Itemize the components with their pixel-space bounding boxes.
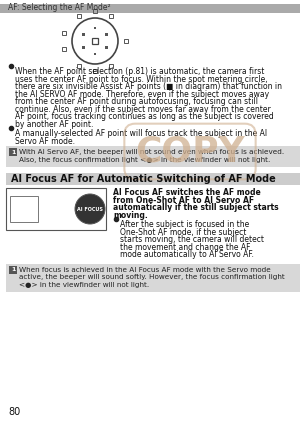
Text: automatically if the still subject starts: automatically if the still subject start… bbox=[113, 203, 279, 212]
Text: there are six invisible Assist AF points (■ in diagram) that function in: there are six invisible Assist AF points… bbox=[15, 82, 282, 91]
Bar bbox=[6, 264, 300, 292]
Bar bbox=[109, 14, 113, 18]
Bar bbox=[0, 4, 300, 13]
Bar bbox=[82, 46, 85, 49]
Text: 1: 1 bbox=[11, 267, 15, 272]
Text: starts moving, the camera will detect: starts moving, the camera will detect bbox=[120, 235, 264, 244]
Text: mode automatically to AI Servo AF.: mode automatically to AI Servo AF. bbox=[120, 250, 254, 259]
Text: 1: 1 bbox=[11, 149, 15, 154]
Text: A manually-selected AF point will focus track the subject in the AI: A manually-selected AF point will focus … bbox=[15, 129, 267, 138]
Bar bbox=[62, 31, 66, 35]
Bar bbox=[93, 69, 97, 73]
Text: active, the beeper will sound softly. However, the focus confirmation light: active, the beeper will sound softly. Ho… bbox=[19, 274, 285, 280]
Bar bbox=[10, 196, 38, 222]
Bar bbox=[6, 173, 300, 185]
Bar bbox=[82, 33, 85, 36]
Text: One-Shot AF mode, if the subject: One-Shot AF mode, if the subject bbox=[120, 228, 246, 236]
Text: AI FOCUS: AI FOCUS bbox=[77, 206, 103, 212]
Text: AI Focus AF for Automatic Switching of AF Mode: AI Focus AF for Automatic Switching of A… bbox=[11, 174, 276, 184]
Bar bbox=[94, 53, 96, 55]
Text: When focus is achieved in the AI Focus AF mode with the Servo mode: When focus is achieved in the AI Focus A… bbox=[19, 266, 271, 272]
Text: COPY: COPY bbox=[135, 135, 245, 168]
Text: uses the center AF point to focus. Within the spot metering circle,: uses the center AF point to focus. Withi… bbox=[15, 74, 268, 83]
Bar bbox=[9, 266, 17, 274]
Bar bbox=[9, 148, 17, 156]
Bar bbox=[105, 46, 107, 49]
Text: With AI Servo AF, the beeper will not sound even when focus is achieved.: With AI Servo AF, the beeper will not so… bbox=[19, 149, 284, 155]
Text: moving.: moving. bbox=[113, 211, 148, 220]
Text: Also, the focus confirmation light <●> in the viewfinder will not light.: Also, the focus confirmation light <●> i… bbox=[19, 157, 270, 162]
Circle shape bbox=[75, 194, 105, 224]
Text: continue. Also, even if the subject moves far away from the center: continue. Also, even if the subject move… bbox=[15, 104, 271, 113]
Text: AF point, focus tracking continues as long as the subject is covered: AF point, focus tracking continues as lo… bbox=[15, 112, 274, 121]
Bar bbox=[124, 39, 128, 43]
Bar bbox=[93, 9, 97, 13]
Bar bbox=[105, 33, 107, 36]
Text: AF: Selecting the AF Mode²: AF: Selecting the AF Mode² bbox=[8, 3, 111, 12]
Bar bbox=[62, 47, 66, 51]
Bar bbox=[6, 188, 106, 230]
Text: 80: 80 bbox=[8, 407, 20, 417]
Bar bbox=[77, 64, 81, 68]
Text: the movement and change the AF: the movement and change the AF bbox=[120, 242, 250, 252]
Text: from One-Shot AF to AI Servo AF: from One-Shot AF to AI Servo AF bbox=[113, 195, 254, 204]
Text: Servo AF mode.: Servo AF mode. bbox=[15, 137, 75, 146]
Bar bbox=[77, 14, 81, 18]
Text: When the AF point selection (p.81) is automatic, the camera first: When the AF point selection (p.81) is au… bbox=[15, 67, 264, 76]
Text: by another AF point.: by another AF point. bbox=[15, 120, 93, 129]
Bar bbox=[92, 38, 98, 44]
Bar bbox=[94, 27, 96, 29]
Bar bbox=[6, 146, 300, 167]
Text: <●> in the viewfinder will not light.: <●> in the viewfinder will not light. bbox=[19, 281, 149, 288]
Text: After the subject is focused in the: After the subject is focused in the bbox=[120, 220, 249, 229]
Text: the AI SERVO AF mode. Therefore, even if the subject moves away: the AI SERVO AF mode. Therefore, even if… bbox=[15, 90, 269, 99]
Text: AI Focus AF switches the AF mode: AI Focus AF switches the AF mode bbox=[113, 188, 261, 197]
Bar bbox=[109, 64, 113, 68]
Text: from the center AF point during autofocusing, focusing can still: from the center AF point during autofocu… bbox=[15, 97, 258, 106]
